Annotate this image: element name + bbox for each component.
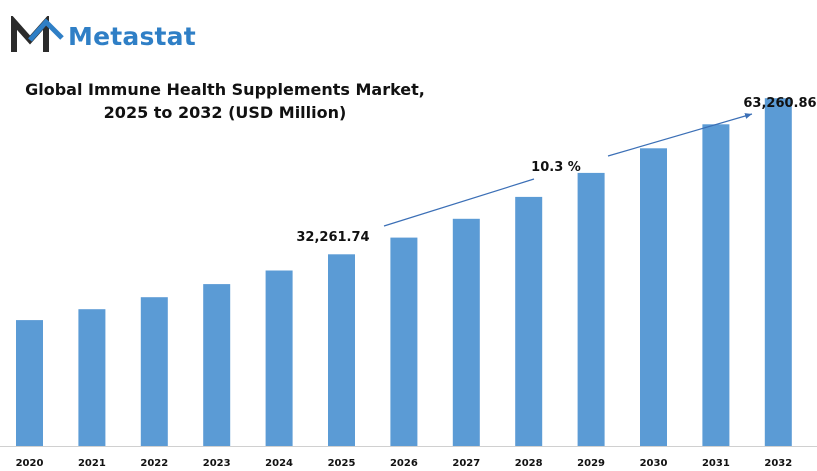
bar-2023 xyxy=(203,284,231,446)
x-tick-2028: 2028 xyxy=(515,458,543,469)
end-value-label: 63,260.86 xyxy=(743,96,816,111)
x-tick-2020: 2020 xyxy=(16,458,44,469)
bar-2025 xyxy=(328,254,355,446)
brand-name: Metastat xyxy=(68,21,196,51)
x-tick-2032: 2032 xyxy=(764,458,792,469)
bars-group xyxy=(16,98,792,447)
brand-logo: Metastat xyxy=(10,16,196,56)
chart-title: Global Immune Health Supplements Market,… xyxy=(20,78,430,124)
cagr-label: 10.3 % xyxy=(531,160,581,175)
x-tick-2022: 2022 xyxy=(140,458,168,469)
x-tick-2026: 2026 xyxy=(390,458,418,469)
start-value-label: 32,261.74 xyxy=(296,230,369,245)
x-tick-labels: 2020 2021 2022 2023 2024 2025 2026 2027 2028 2029… xyxy=(16,458,793,469)
x-tick-2031: 2031 xyxy=(702,458,730,469)
x-tick-2030: 2030 xyxy=(640,458,668,469)
chart-title-line-1: Global Immune Health Supplements Market, xyxy=(25,80,425,99)
chart-title-line-2: 2025 to 2032 (USD Million) xyxy=(103,103,347,122)
x-tick-2029: 2029 xyxy=(577,458,605,469)
x-tick-2023: 2023 xyxy=(203,458,231,469)
x-tick-2025: 2025 xyxy=(328,458,356,469)
bar-2028 xyxy=(515,196,543,446)
bar-2020 xyxy=(16,320,43,446)
bar-2027 xyxy=(452,218,480,446)
bar-2030 xyxy=(640,148,667,447)
bar-2031 xyxy=(702,124,730,447)
bar-2022 xyxy=(140,297,168,446)
bar-2024 xyxy=(265,270,293,446)
x-tick-2024: 2024 xyxy=(265,458,293,469)
x-tick-2021: 2021 xyxy=(78,458,106,469)
x-tick-2027: 2027 xyxy=(452,458,480,469)
metastat-m-logo-icon xyxy=(11,16,64,52)
bar-2026 xyxy=(390,237,418,446)
bar-2032 xyxy=(764,98,792,446)
growth-arrow-right xyxy=(607,113,753,157)
growth-arrow-left xyxy=(383,178,535,227)
bar-2021 xyxy=(78,309,106,446)
bar-2029 xyxy=(577,172,605,446)
